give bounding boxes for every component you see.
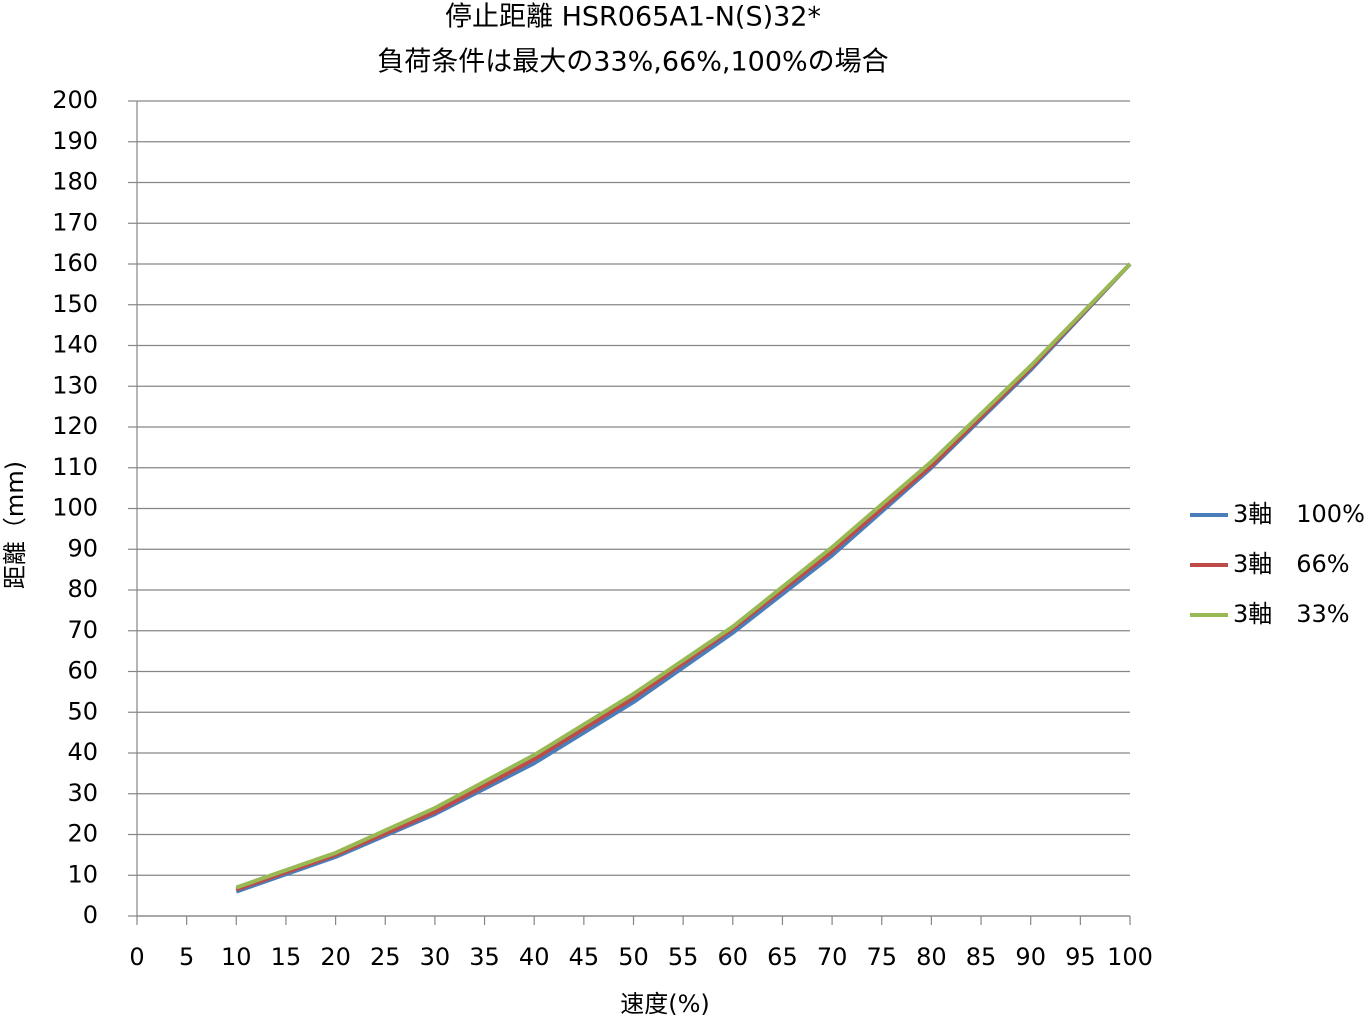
x-tick-label: 30 bbox=[420, 943, 451, 971]
x-tick-label: 10 bbox=[221, 943, 252, 971]
x-tick-label: 25 bbox=[370, 943, 401, 971]
y-tick-label: 180 bbox=[52, 168, 98, 196]
y-tick-label: 60 bbox=[67, 657, 98, 685]
x-tick-label: 75 bbox=[866, 943, 897, 971]
x-tick-label: 55 bbox=[668, 943, 699, 971]
y-tick-label: 100 bbox=[52, 494, 98, 522]
y-tick-label: 20 bbox=[67, 820, 98, 848]
x-tick-label: 20 bbox=[320, 943, 351, 971]
x-tick-label: 65 bbox=[767, 943, 798, 971]
y-tick-label: 140 bbox=[52, 331, 98, 359]
y-tick-label: 150 bbox=[52, 290, 98, 318]
legend-label: 3軸 66% bbox=[1233, 550, 1350, 578]
x-tick-label: 40 bbox=[519, 943, 550, 971]
chart-title: 停止距離 HSR065A1-N(S)32* bbox=[445, 2, 821, 33]
series-line bbox=[235, 262, 1132, 890]
y-axis-label: 距離（mm) bbox=[1, 461, 29, 589]
y-tick-label: 120 bbox=[52, 412, 98, 440]
y-tick-label: 170 bbox=[52, 208, 98, 236]
y-tick-label: 50 bbox=[67, 697, 98, 725]
series-line bbox=[235, 262, 1132, 892]
x-tick-label: 95 bbox=[1065, 943, 1096, 971]
y-tick-label: 40 bbox=[67, 738, 98, 766]
y-tick-label: 200 bbox=[52, 86, 98, 114]
chart-subtitle: 負荷条件は最大の33%,66%,100%の場合 bbox=[377, 47, 888, 78]
y-tick-label: 0 bbox=[83, 901, 98, 929]
y-tick-label: 70 bbox=[67, 616, 98, 644]
x-tick-label: 15 bbox=[271, 943, 302, 971]
y-tick-label: 130 bbox=[52, 371, 98, 399]
x-tick-label: 50 bbox=[618, 943, 649, 971]
x-axis-label: 速度(%) bbox=[620, 990, 710, 1018]
y-tick-label: 160 bbox=[52, 249, 98, 277]
y-tick-label: 10 bbox=[67, 860, 98, 888]
y-tick-label: 190 bbox=[52, 127, 98, 155]
y-tick-label: 80 bbox=[67, 575, 98, 603]
x-tick-label: 45 bbox=[569, 943, 600, 971]
y-tick-label: 110 bbox=[52, 453, 98, 481]
x-tick-label: 80 bbox=[916, 943, 947, 971]
x-tick-label: 90 bbox=[1015, 943, 1046, 971]
x-tick-label: 5 bbox=[179, 943, 194, 971]
x-tick-label: 35 bbox=[469, 943, 500, 971]
legend-label: 3軸 33% bbox=[1233, 600, 1350, 628]
x-tick-label: 0 bbox=[129, 943, 144, 971]
y-tick-label: 90 bbox=[67, 534, 98, 562]
x-tick-label: 100 bbox=[1107, 943, 1153, 971]
x-tick-label: 85 bbox=[966, 943, 997, 971]
series-line bbox=[235, 262, 1132, 894]
legend-label: 3軸 100% bbox=[1233, 500, 1364, 528]
x-tick-label: 70 bbox=[817, 943, 848, 971]
y-tick-label: 30 bbox=[67, 779, 98, 807]
x-tick-label: 60 bbox=[718, 943, 749, 971]
